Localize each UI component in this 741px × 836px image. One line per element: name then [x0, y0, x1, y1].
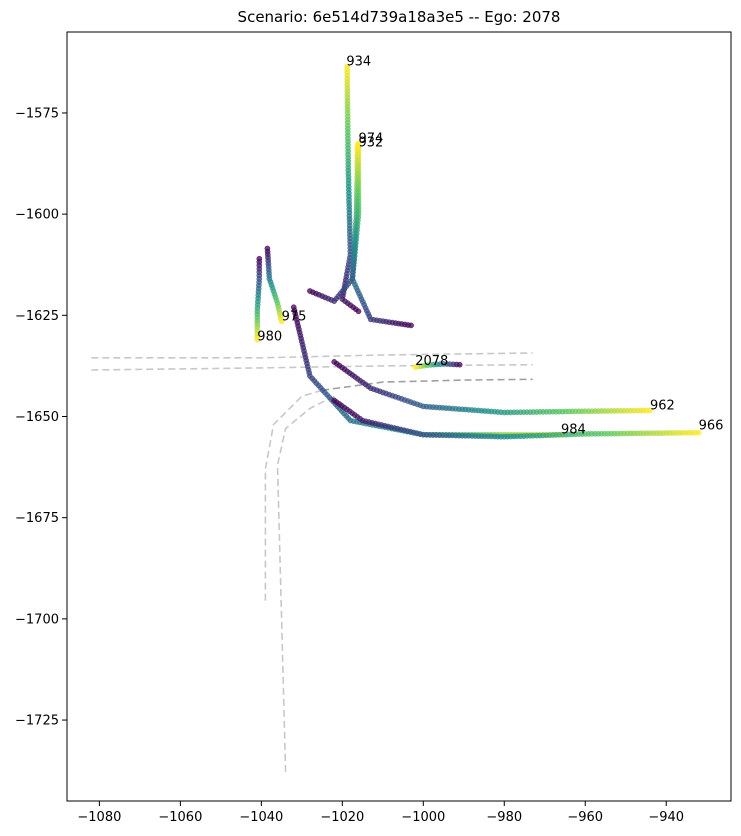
trajectory-962 [331, 359, 653, 416]
agent-label-2078: 2078 [415, 354, 448, 369]
y-tick-label: −1700 [15, 612, 59, 627]
x-tick-label: −980 [486, 810, 522, 825]
x-tick-label: −1080 [77, 810, 121, 825]
trajectory-980 [254, 255, 263, 343]
x-tick-label: −960 [567, 810, 603, 825]
x-tick-label: −1040 [239, 810, 283, 825]
agent-label-962: 962 [650, 398, 675, 413]
agent-label-932: 932 [359, 135, 384, 150]
y-tick-label: −1650 [15, 410, 59, 425]
trajectory-984 [290, 304, 564, 438]
y-tick-label: −1600 [15, 208, 59, 223]
x-tick-label: −1060 [158, 810, 202, 825]
lane-line-2 [91, 363, 533, 371]
chart-title: Scenario: 6e514d739a18a3e5 -- Ego: 2078 [238, 8, 561, 26]
agent-label-975: 975 [282, 309, 307, 324]
trajectory-975 [264, 245, 285, 325]
trajectory-point [254, 336, 261, 343]
plot-frame [66, 31, 732, 802]
lane-line-5 [276, 395, 335, 773]
lane-line-1 [91, 352, 533, 359]
trajectory-point [278, 318, 285, 325]
trajectory-934 [339, 63, 362, 315]
y-tick-label: −1625 [15, 309, 59, 324]
lane-lines [91, 352, 533, 773]
agent-trajectories [254, 63, 702, 440]
trajectory-point [412, 364, 419, 370]
lane-line-3 [321, 378, 533, 391]
lane-line-4 [264, 389, 323, 603]
agent-label-966: 966 [699, 419, 724, 434]
x-axis: −1080 −1060 −1040 −1020 −1000 −980 −960 −940 [77, 801, 684, 825]
trajectory-point [695, 429, 702, 436]
y-axis: −1575 −1600 −1625 −1650 −1675 −1700 −1725 [15, 106, 67, 729]
y-tick-label: −1725 [15, 714, 59, 729]
agent-label-984: 984 [561, 423, 586, 438]
trajectory-point [647, 407, 653, 414]
x-tick-label: −1000 [401, 810, 445, 825]
agent-label-974: 974 [359, 131, 384, 146]
x-tick-label: −940 [648, 810, 684, 825]
y-tick-label: −1575 [15, 106, 59, 121]
trajectory-932 [307, 142, 361, 304]
agent-label-934: 934 [346, 54, 371, 69]
trajectory-966 [331, 397, 702, 440]
x-tick-label: −1020 [320, 810, 364, 825]
y-tick-label: −1675 [15, 511, 59, 526]
trajectory-2078 [412, 361, 463, 370]
agent-label-980: 980 [257, 330, 282, 345]
trajectory-point [344, 63, 351, 70]
trajectory-point [354, 142, 361, 149]
